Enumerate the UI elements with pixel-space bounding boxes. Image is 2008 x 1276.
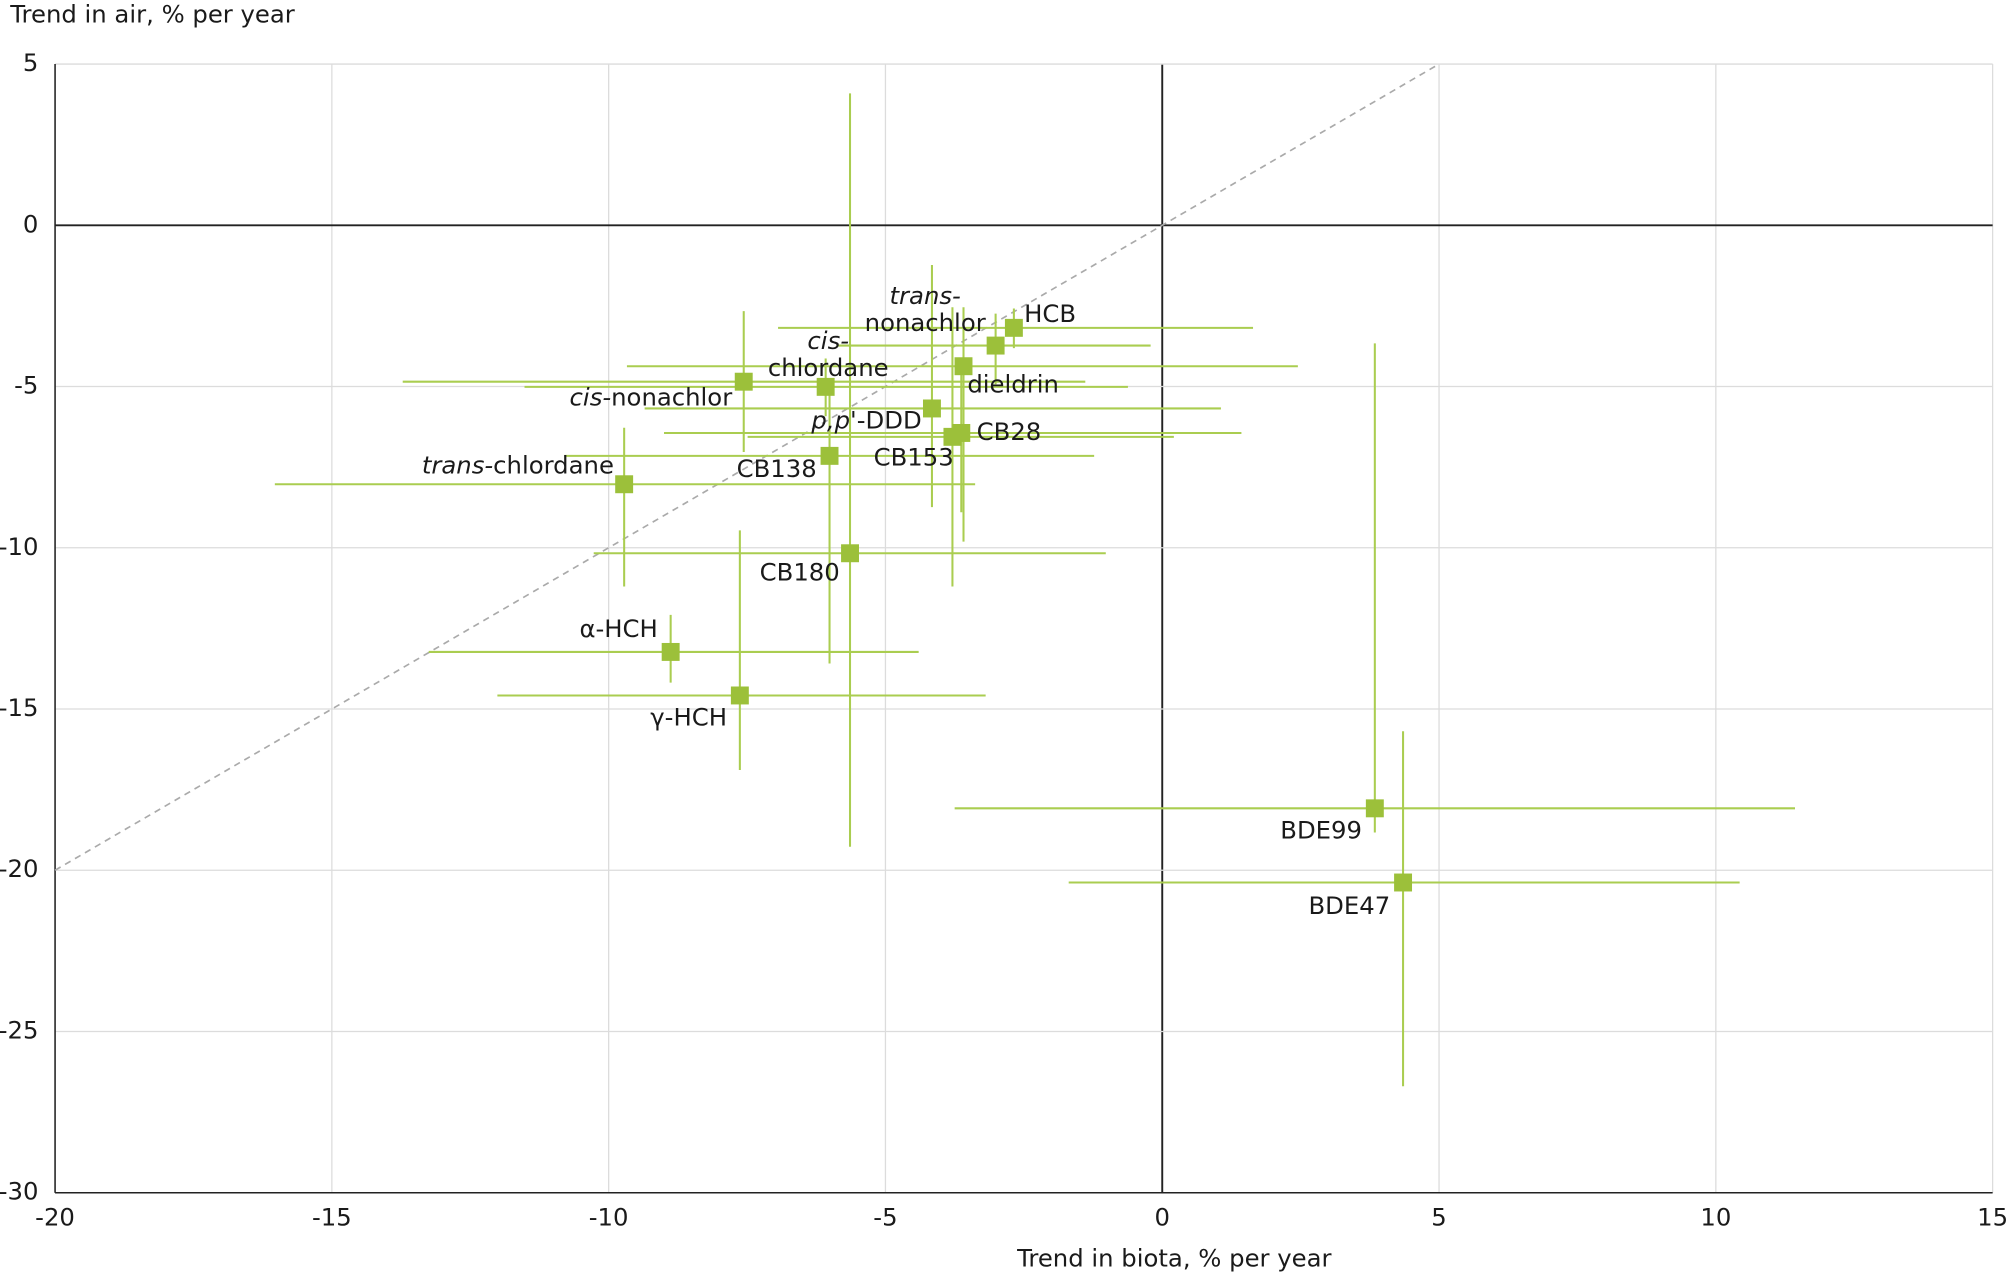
y-tick-label: 0	[23, 209, 38, 238]
label-part: nonachlor	[611, 382, 732, 411]
point-label: BDE99	[1280, 815, 1362, 844]
label-part: -DDD	[857, 405, 922, 434]
marker	[615, 475, 634, 494]
marker	[734, 372, 753, 391]
x-tick-label: -5	[873, 1202, 897, 1231]
marker	[661, 642, 680, 661]
x-tick-label: -10	[589, 1202, 629, 1231]
point-label: trans-	[890, 281, 961, 310]
y-axis-label: Trend in air, % per year	[9, 0, 295, 28]
label-part: CB138	[737, 454, 817, 483]
y-tick-label: -10	[0, 532, 38, 561]
label-part: nonachlor	[865, 308, 986, 337]
point-label: CB180	[760, 558, 840, 587]
point-label: p,p'-DDD	[810, 405, 921, 434]
marker	[816, 377, 835, 396]
label-part: CB153	[874, 443, 954, 472]
label-part: dieldrin	[967, 369, 1059, 398]
marker	[1004, 318, 1023, 337]
point-label: CB153	[874, 443, 954, 472]
x-tick-label: 5	[1431, 1202, 1446, 1231]
y-tick-label: -25	[0, 1015, 38, 1044]
point-label: HCB	[1024, 299, 1076, 328]
y-tick-label: -30	[0, 1177, 38, 1206]
y-tick-label: -5	[14, 371, 38, 400]
label-part: cis-	[570, 382, 612, 411]
marker	[986, 336, 1005, 355]
point-label: γ-HCH	[650, 703, 727, 732]
point-label: nonachlor	[865, 308, 986, 337]
label-part: chlordane	[768, 353, 889, 382]
x-tick-label: -20	[35, 1202, 75, 1231]
point-label: dieldrin	[967, 369, 1059, 398]
marker	[730, 686, 749, 705]
marker	[820, 446, 839, 465]
label-part: cis-	[807, 326, 849, 355]
x-tick-label: 10	[1700, 1202, 1731, 1231]
label-part: p,p'	[810, 405, 856, 434]
label-part: CB28	[977, 417, 1042, 446]
marker	[954, 357, 973, 376]
point-label: α-HCH	[579, 614, 657, 643]
point-label: CB28	[977, 417, 1042, 446]
label-part: chlordane	[493, 450, 614, 479]
label-part: α-HCH	[579, 614, 657, 643]
point-label: cis-	[807, 326, 849, 355]
y-tick-label: -15	[0, 693, 38, 722]
label-part: γ-HCH	[650, 703, 727, 732]
label-part: trans-	[422, 450, 493, 479]
label-part: BDE99	[1280, 815, 1362, 844]
point-label: BDE47	[1309, 891, 1391, 920]
label-part: BDE47	[1309, 891, 1391, 920]
marker	[943, 427, 962, 446]
label-part: CB180	[760, 558, 840, 587]
point-label: cis-nonachlor	[570, 382, 733, 411]
x-tick-label: -15	[312, 1202, 352, 1231]
y-tick-label: 5	[23, 48, 38, 77]
label-part: HCB	[1024, 299, 1076, 328]
y-tick-label: -20	[0, 854, 38, 883]
point-label: chlordane	[768, 353, 889, 382]
marker	[922, 399, 941, 418]
marker	[841, 544, 859, 563]
marker	[1365, 799, 1384, 818]
point-label: CB138	[737, 454, 817, 483]
marker	[1394, 873, 1413, 892]
x-axis-label: Trend in biota, % per year	[1016, 1243, 1331, 1272]
x-tick-label: 0	[1155, 1202, 1170, 1231]
label-part: trans-	[890, 281, 961, 310]
x-tick-label: 15	[1977, 1202, 2008, 1231]
identity-line	[54, 63, 1440, 871]
point-label: trans-chlordane	[422, 450, 614, 479]
